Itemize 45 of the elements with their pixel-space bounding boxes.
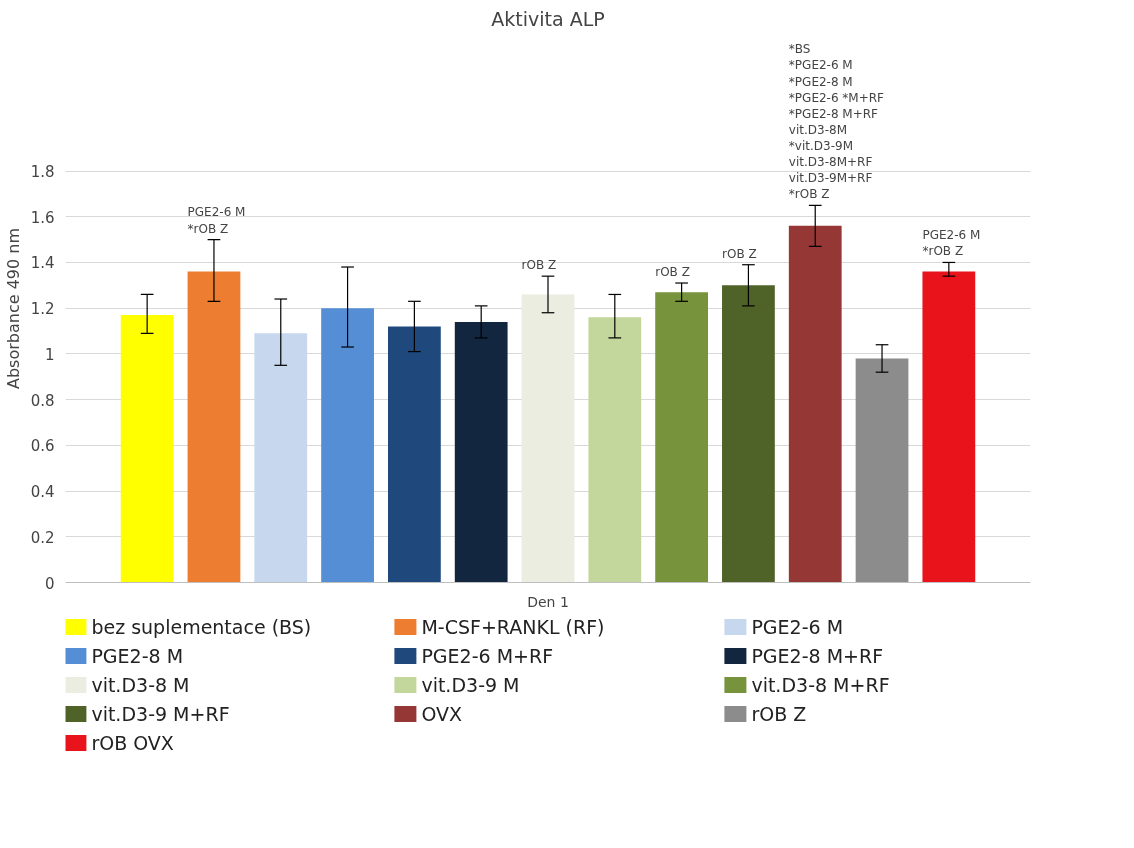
legend-label: vit.D3-9 M+RF: [91, 703, 230, 725]
y-tick-label: 0.2: [30, 528, 55, 547]
x-tick-label: Den 1: [527, 593, 569, 610]
legend-label: vit.D3-8 M: [91, 674, 190, 696]
bar: [454, 321, 508, 583]
data-label: rOB Z: [722, 246, 757, 261]
legend-label: vit.D3-9 M: [421, 674, 520, 696]
bar: [588, 317, 642, 583]
bar: [855, 358, 909, 583]
data-label: PGE2-6 M *rOB Z: [922, 228, 981, 259]
bar: [254, 333, 308, 583]
data-label: rOB Z: [655, 265, 690, 280]
legend-label: bez suplementace (BS): [91, 616, 312, 638]
y-tick-label: 1.6: [30, 208, 55, 227]
y-tick-label: 1.2: [30, 300, 55, 319]
legend-label: M-CSF+RANKL (RF): [421, 616, 605, 638]
legend-label: PGE2-6 M+RF: [421, 645, 554, 667]
y-tick-label: 1.4: [30, 254, 55, 273]
bar: [655, 292, 708, 583]
text: *BS *PGE2-6 M *PGE2-8 M *PGE2-6 *M+RF *PGE2-8 M+RF vit.D3-8M *vit.D3-9M vit.D3-8M+RF vit.D3-9M+RF *rOB Z: [788, 42, 885, 202]
y-tick-label: 0.8: [30, 391, 55, 410]
bar: [521, 294, 575, 583]
bar: [922, 271, 976, 583]
bar: [120, 315, 174, 583]
y-tick-label: 0.4: [30, 483, 55, 502]
data-label: rOB Z: [521, 258, 557, 273]
chart-title: Aktivita ALP: [491, 7, 605, 30]
legend-label: OVX: [421, 703, 463, 725]
bar: [187, 271, 241, 583]
legend-label: rOB OVX: [91, 732, 174, 754]
legend-label: vit.D3-8 M+RF: [751, 674, 890, 696]
legend-label: PGE2-8 M: [91, 645, 184, 667]
data-label: PGE2-6 M *rOB Z: [187, 205, 246, 236]
bar: [388, 326, 441, 583]
legend-label: PGE2-8 M+RF: [751, 645, 884, 667]
bar: [788, 225, 842, 583]
bar: [722, 285, 775, 583]
bar: [321, 308, 374, 583]
legend-label: PGE2-6 M: [751, 616, 844, 638]
y-tick-label: 0.6: [30, 437, 55, 456]
y-tick-label: 1.8: [30, 163, 55, 181]
y-tick-label: 1: [44, 345, 55, 364]
y-axis-title: Absorbance 490 nm: [3, 228, 23, 389]
legend-label: rOB Z: [751, 703, 807, 725]
y-tick-label: 0: [44, 574, 55, 593]
